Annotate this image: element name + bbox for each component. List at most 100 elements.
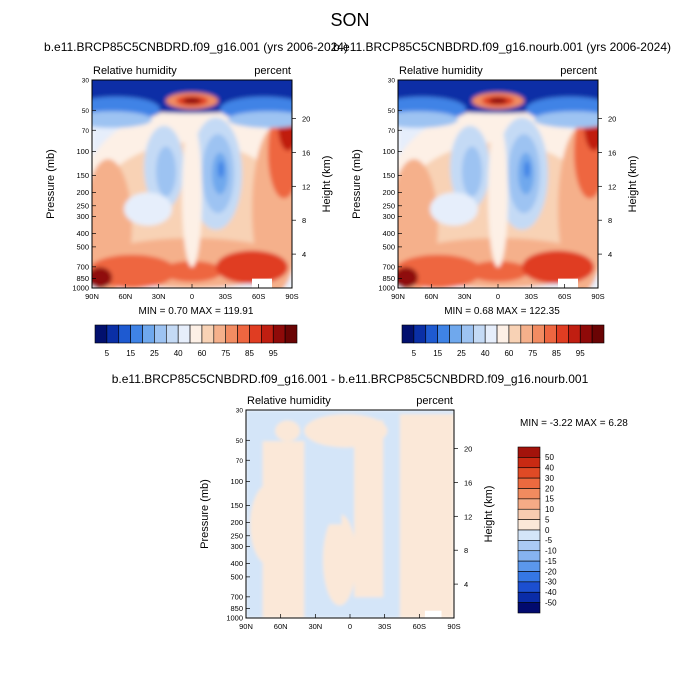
labelbar-label: -30: [545, 578, 557, 587]
contour-region: [92, 254, 176, 288]
y-tick-label: 30: [388, 78, 396, 85]
y-tick-label: 100: [230, 477, 243, 486]
labelbar-box: [508, 324, 522, 344]
y-tick-label: 500: [230, 572, 243, 581]
labelbar-box: [517, 529, 541, 541]
stats-label: MIN = 0.70 MAX = 119.91: [139, 306, 254, 317]
labelbar-box: [189, 324, 203, 344]
y2-tick-label: 4: [608, 250, 612, 259]
contour-region: [329, 462, 342, 525]
contour-region: [522, 250, 594, 284]
y-tick-label: 250: [76, 201, 89, 210]
missing-data-region: [424, 610, 442, 618]
y-tick-label: 70: [82, 128, 90, 135]
labelbar-label: 30: [545, 474, 554, 483]
x-tick-label: 90S: [591, 292, 604, 301]
labelbar-box: [413, 324, 427, 344]
x-tick-label: 30S: [525, 292, 538, 301]
y2-tick-label: 16: [302, 148, 310, 157]
labelbar-box: [517, 467, 541, 479]
labelbar-box: [591, 324, 605, 344]
contour-region: [218, 161, 224, 178]
labelbar-box: [225, 324, 238, 344]
x-tick-label: 90S: [447, 622, 460, 631]
x-tick-label: 30N: [152, 292, 166, 301]
y-tick-label: 500: [382, 242, 395, 251]
y2-tick-label: 4: [464, 580, 468, 589]
y-tick-label: 70: [236, 458, 244, 465]
labelbar-label: 85: [552, 349, 561, 358]
x-tick-label: 0: [348, 622, 352, 631]
labelbar-label: 20: [545, 484, 554, 493]
panel-left: 3050701001502002503004005007008501000481…: [44, 40, 348, 358]
y-tick-label: 500: [76, 242, 89, 251]
labelbar-label: 95: [576, 349, 585, 358]
y-tick-label: 100: [382, 147, 395, 156]
labelbar-box: [213, 324, 227, 344]
labelbar-label: 95: [269, 349, 278, 358]
y-tick-label: 700: [76, 262, 89, 271]
x-tick-label: 90S: [285, 292, 298, 301]
contour-region: [216, 250, 288, 284]
x-tick-label: 0: [190, 292, 194, 301]
contour-region: [275, 420, 301, 442]
labelbar-label: 5: [412, 349, 417, 358]
labelbar-label: 0: [545, 526, 550, 535]
labelbar-label: 15: [545, 495, 554, 504]
x-tick-label: 30N: [458, 292, 472, 301]
labelbar-box: [517, 457, 541, 469]
panel-right: 3050701001502002503004005007008501000481…: [333, 40, 671, 358]
y-axis-title: Pressure (mb): [45, 149, 57, 219]
y-tick-label: 700: [382, 262, 395, 271]
panel-title: b.e11.BRCP85C5CNBDRD.f09_g16.001 (yrs 20…: [44, 40, 348, 54]
y2-tick-label: 20: [608, 115, 616, 124]
contour-region: [250, 482, 292, 566]
figure-title: SON: [330, 10, 369, 30]
contour-region: [398, 267, 418, 288]
labelbar-box: [106, 324, 120, 344]
variable-label: Relative humidity: [399, 65, 483, 77]
variable-label: Relative humidity: [93, 65, 177, 77]
x-tick-label: 30S: [378, 622, 391, 631]
labelbar-box: [261, 324, 274, 344]
labelbar-box: [544, 324, 557, 344]
labelbar-box: [517, 602, 541, 614]
panel-title: b.e11.BRCP85C5CNBDRD.f09_g16.nourb.001 (…: [333, 40, 671, 54]
labelbar-label: 50: [545, 453, 554, 462]
x-tick-label: 60S: [413, 622, 426, 631]
labelbar-label: 40: [174, 349, 183, 358]
contour-region: [430, 192, 478, 226]
labelbar-box: [517, 550, 541, 562]
y-tick-label: 200: [230, 518, 243, 527]
y2-tick-label: 20: [464, 445, 472, 454]
y-tick-label: 300: [230, 542, 243, 551]
labelbar-label: -50: [545, 598, 557, 607]
labelbar-label: 15: [126, 349, 135, 358]
y-tick-label: 1000: [226, 614, 243, 623]
labelbar-box: [249, 324, 262, 344]
labelbar-box: [94, 324, 108, 344]
labelbar-box: [237, 324, 250, 344]
x-tick-label: 30S: [219, 292, 232, 301]
panel-title: b.e11.BRCP85C5CNBDRD.f09_g16.001 - b.e11…: [112, 372, 589, 386]
x-tick-label: 90N: [239, 622, 253, 631]
labelbar-box: [118, 324, 131, 344]
contour-region: [534, 111, 598, 128]
x-tick-label: 60N: [424, 292, 438, 301]
units-label: percent: [416, 395, 453, 407]
labelbar-box: [517, 591, 541, 603]
contour-region: [183, 97, 201, 104]
labelbar-label: 5: [105, 349, 110, 358]
y-tick-label: 300: [76, 212, 89, 221]
labelbar-box: [472, 324, 486, 344]
y-tick-label: 400: [230, 559, 243, 568]
labelbar-box: [461, 324, 474, 344]
labelbar-box: [284, 324, 298, 344]
y-tick-label: 200: [76, 188, 89, 197]
labelbar-label: -10: [545, 547, 557, 556]
variable-label: Relative humidity: [247, 395, 331, 407]
x-tick-label: 0: [496, 292, 500, 301]
contour-region: [92, 111, 152, 128]
labelbar-label: 75: [528, 349, 537, 358]
